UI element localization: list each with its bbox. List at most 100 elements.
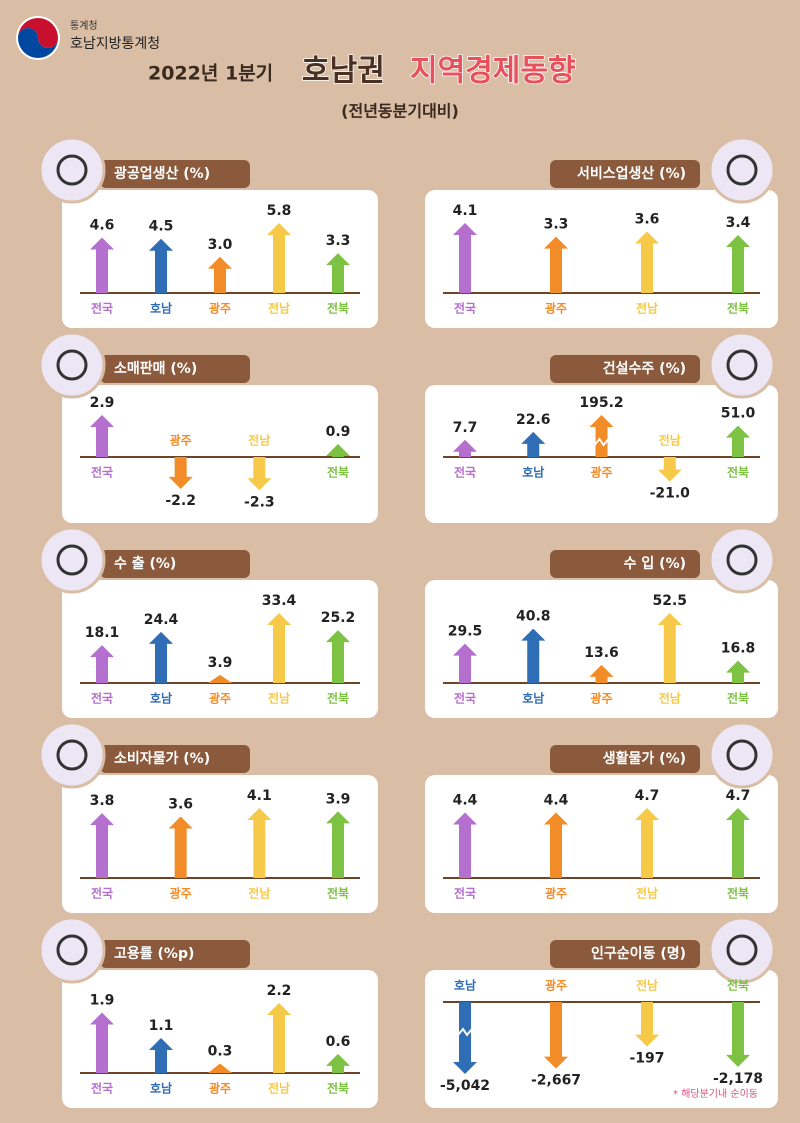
- chart-title: 소매판매 (%): [114, 361, 197, 377]
- category-label: 전국: [91, 465, 113, 480]
- category-label: 전북: [727, 886, 749, 901]
- category-label: 전북: [327, 691, 349, 706]
- arrow-bar: [326, 811, 350, 878]
- chart-panel: 수 출 (%) 18.1 전국 24.4 호남 3.9 광주 33.4 전남 25.2 전북: [38, 526, 378, 718]
- arrow-bar: [208, 256, 232, 293]
- icon: [708, 916, 776, 984]
- category-label: 광주: [545, 301, 567, 316]
- title-tab: [550, 940, 700, 968]
- axis-break: [593, 437, 610, 447]
- value-label: 195.2: [579, 395, 623, 411]
- icon-glyph: [56, 154, 88, 186]
- value-label: 3.9: [208, 655, 233, 671]
- arrow-bar: [149, 238, 173, 293]
- category-label: 호남: [150, 1081, 172, 1096]
- arrow-bar: [589, 664, 614, 683]
- value-label: 4.5: [149, 219, 174, 235]
- category-label: 광주: [209, 1081, 231, 1096]
- chart-title: 광공업생산 (%): [114, 165, 210, 182]
- value-label: 33.4: [262, 593, 297, 609]
- chart-panel: 소비자물가 (%) 3.8 전국 3.6 광주 4.1 전남 3.9 전북: [38, 721, 378, 913]
- category-label: 광주: [170, 886, 192, 901]
- chart-title: 고용률 (%p): [114, 945, 194, 962]
- icon-glyph: [726, 544, 758, 576]
- category-label: 전남: [248, 433, 270, 448]
- value-label: -2,667: [531, 1073, 581, 1089]
- title-tab: [100, 355, 250, 383]
- value-label: 3.4: [726, 215, 751, 231]
- value-label: 1.1: [149, 1018, 174, 1034]
- panel-bg: [62, 385, 378, 523]
- org-small: 통계청: [70, 20, 98, 32]
- arrow-bar: [267, 1003, 291, 1073]
- icon-glyph: [56, 544, 88, 576]
- chart-title: 인구순이동 (명): [591, 945, 686, 962]
- value-label: 3.3: [326, 233, 351, 249]
- chart-panel: 생활물가 (%) 4.4 전국 4.4 광주 4.7 전남 4.7 전북: [425, 721, 778, 913]
- value-label: 16.8: [721, 641, 756, 657]
- chart-panel: 광공업생산 (%) 4.6 전국 4.5 호남 3.0 광주 5.8 전남 3.3 전북: [38, 136, 378, 328]
- arrow-bar: [149, 631, 173, 683]
- value-label: 40.8: [516, 609, 551, 625]
- title-tab: [100, 745, 250, 773]
- panel-bg: [425, 190, 778, 328]
- arrow-bar: [453, 439, 477, 457]
- arrow-bar: [90, 237, 114, 293]
- arrow-bar: [453, 223, 477, 293]
- icon: [708, 526, 776, 594]
- value-label: 51.0: [721, 406, 756, 422]
- category-label: 전북: [327, 301, 349, 316]
- icon-glyph: [56, 349, 88, 381]
- title-tab: [100, 160, 250, 188]
- value-label: 3.6: [635, 212, 660, 228]
- category-label: 전남: [248, 886, 270, 901]
- value-label: 5.8: [267, 203, 292, 219]
- arrow-bar: [90, 645, 114, 683]
- arrow-bar: [326, 443, 350, 457]
- chart-panel: 인구순이동 (명) -5,042 호남 -2,667 광주 -197 전남 -2,178 전북 *…: [425, 916, 778, 1108]
- category-label: 전국: [454, 691, 476, 706]
- category-label: 광주: [590, 691, 612, 706]
- category-label: 전국: [454, 465, 476, 480]
- arrow-bar: [726, 1002, 750, 1067]
- value-label: -2.2: [165, 493, 196, 509]
- arrow-bar: [267, 223, 291, 293]
- title-region: 호남권: [302, 54, 385, 89]
- value-label: 4.1: [453, 203, 478, 219]
- icon: [708, 136, 776, 204]
- arrow-bar: [657, 457, 682, 482]
- category-label: 전국: [91, 301, 113, 316]
- value-label: 25.2: [321, 610, 356, 626]
- icon: [708, 721, 776, 789]
- title-topic: 지역경제동향: [410, 54, 576, 89]
- arrow-bar: [635, 808, 659, 878]
- arrow-bar: [726, 808, 750, 878]
- category-label: 광주: [170, 433, 192, 448]
- chart-title: 수 입 (%): [624, 556, 686, 572]
- chart-panel: 건설수주 (%) 7.7 전국 22.6 호남 195.2 광주 -21.0 전남 51.0 전북: [425, 331, 778, 523]
- category-label: 광주: [209, 691, 231, 706]
- category-label: 전남: [636, 978, 658, 993]
- arrow-bar: [208, 1063, 232, 1073]
- chart-title: 소비자물가 (%): [114, 751, 210, 767]
- arrow-bar: [267, 613, 291, 683]
- title-tab: [550, 355, 700, 383]
- arrow-bar: [168, 816, 193, 878]
- arrow-bar: [726, 660, 750, 683]
- arrow-bar: [635, 1002, 659, 1047]
- icon: [38, 331, 106, 399]
- category-label: 광주: [209, 301, 231, 316]
- arrow-bar: [544, 1002, 568, 1069]
- logo-red: [18, 18, 58, 48]
- category-label: 전국: [454, 301, 476, 316]
- value-label: -5,042: [440, 1078, 490, 1094]
- value-label: 24.4: [144, 612, 179, 628]
- arrow-bar: [326, 253, 350, 293]
- category-label: 전북: [727, 465, 749, 480]
- chart-panel: 소매판매 (%) 2.9 전국 -2.2 광주 -2.3 전남 0.9 전북: [38, 331, 378, 523]
- category-label: 전남: [268, 301, 290, 316]
- value-label: 52.5: [652, 593, 687, 609]
- subtitle: (전년동분기대비): [341, 102, 459, 121]
- logo: [16, 16, 60, 60]
- value-label: 0.9: [326, 424, 351, 440]
